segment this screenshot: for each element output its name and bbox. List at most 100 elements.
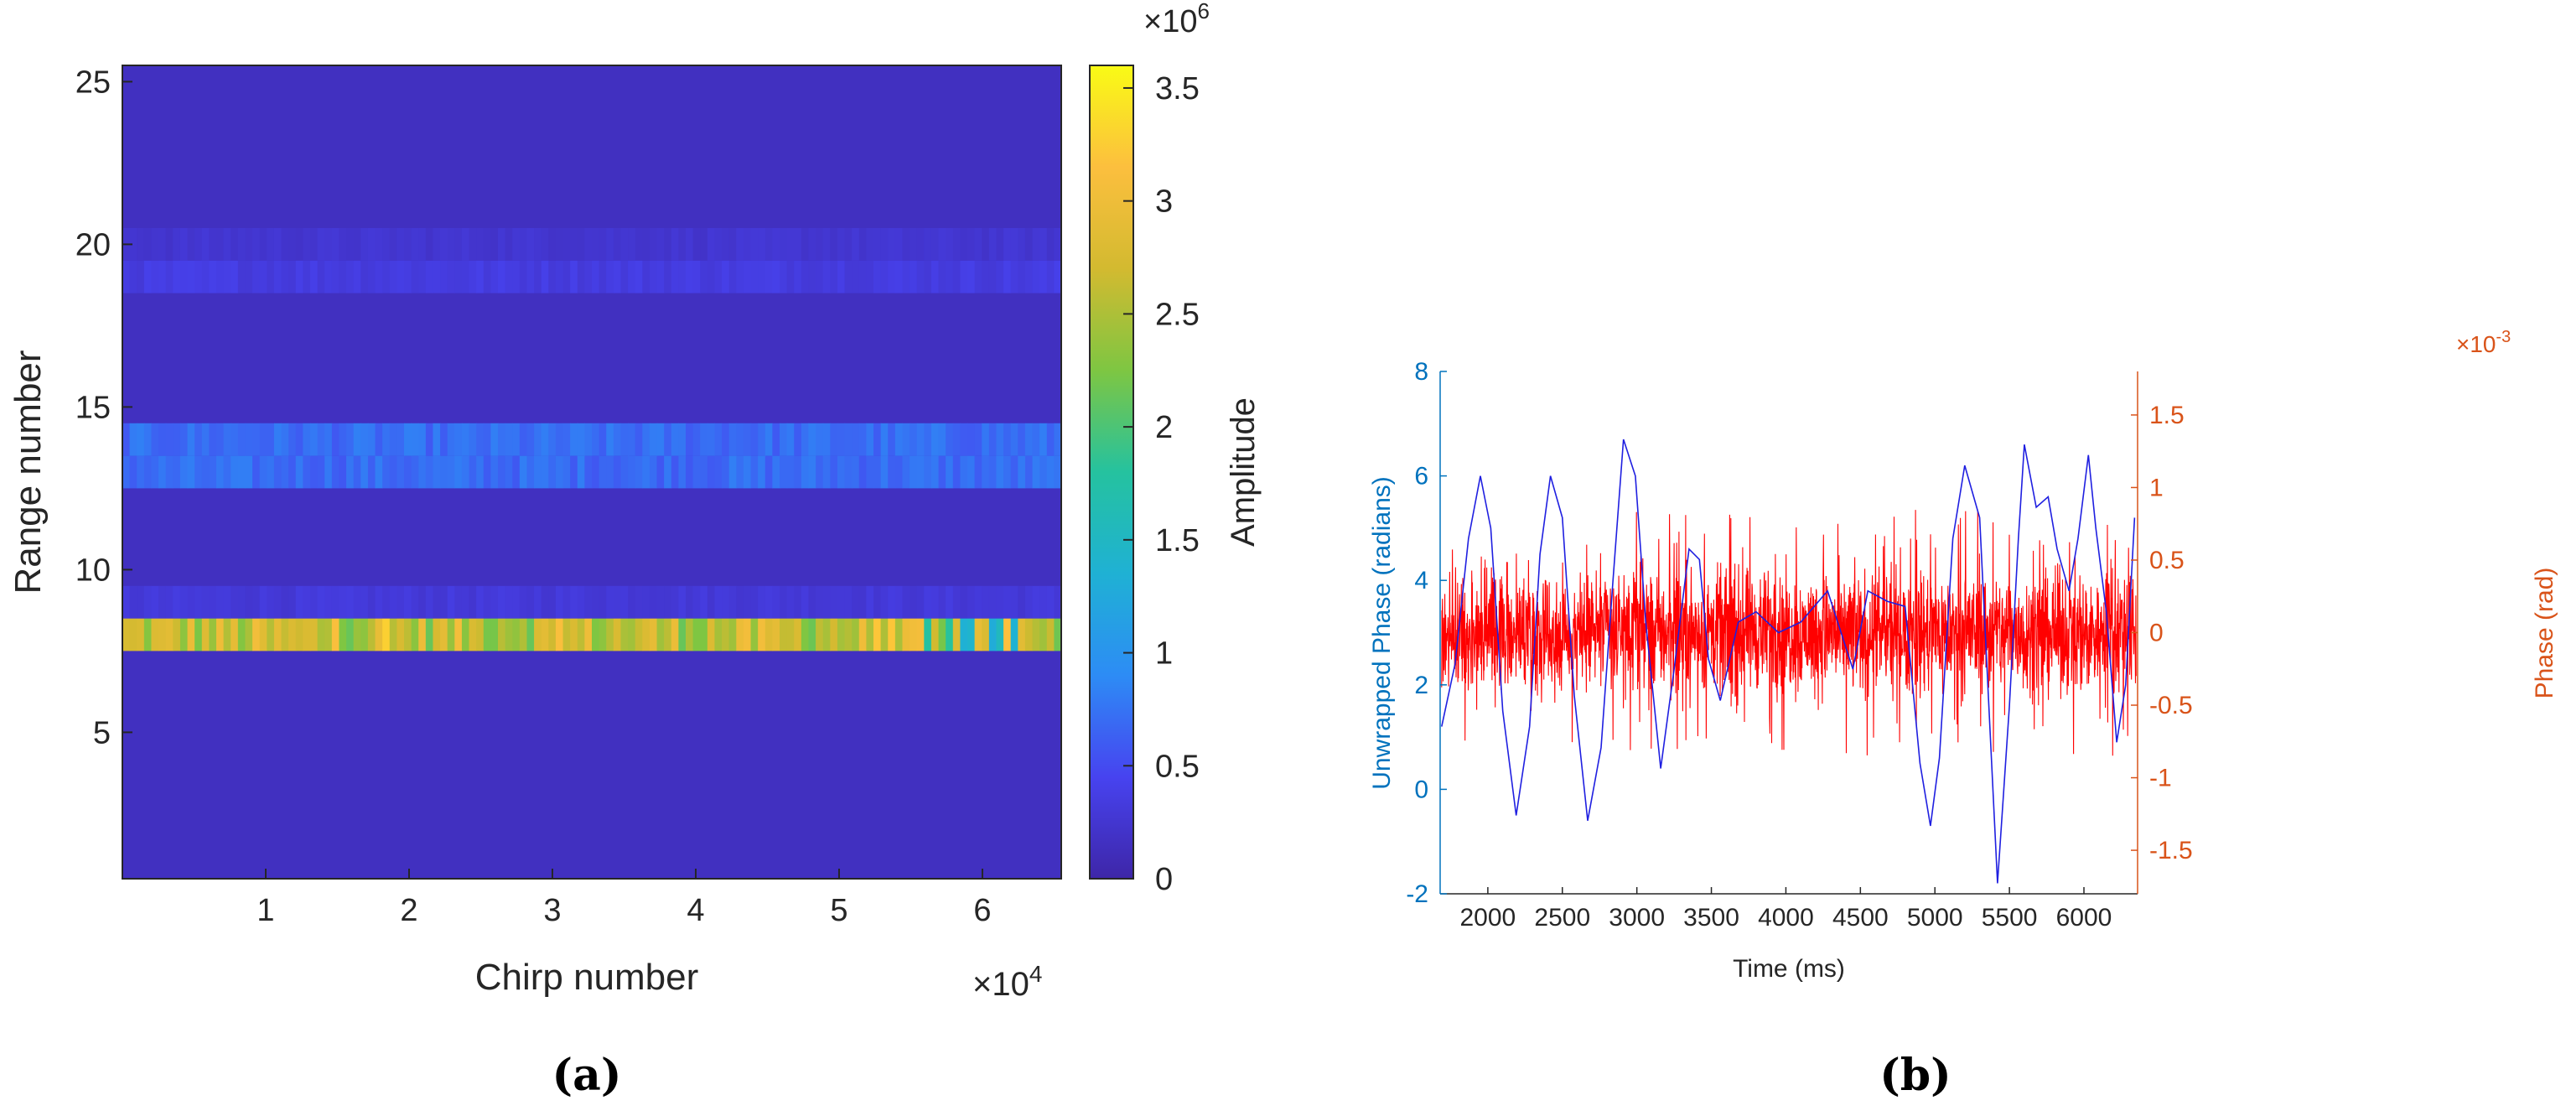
heatmap-cell bbox=[722, 455, 730, 489]
heatmap-cell bbox=[1054, 585, 1062, 619]
heatmap-cell bbox=[837, 260, 846, 293]
heatmap-cell bbox=[930, 585, 940, 619]
heatmap-cell bbox=[281, 260, 289, 293]
heatmap-cell bbox=[866, 455, 874, 489]
heatmap-cell bbox=[237, 585, 246, 619]
heatmap-cell bbox=[526, 423, 535, 456]
heatmap-cell bbox=[237, 228, 246, 261]
heatmap-cell bbox=[461, 618, 470, 651]
heatmap-cell bbox=[736, 260, 744, 293]
heatmap-cell bbox=[930, 455, 940, 489]
heatmap-cell bbox=[231, 585, 239, 619]
heatmap-cell bbox=[728, 585, 737, 619]
heatmap-cell bbox=[303, 618, 311, 651]
heatmap-cell bbox=[1032, 455, 1040, 489]
heatmap-cell bbox=[894, 585, 904, 619]
line-x-tick-label: 5000 bbox=[1907, 904, 1963, 932]
heatmap-cell bbox=[894, 260, 904, 293]
colorbar-tick-label: 1.5 bbox=[1155, 523, 1200, 558]
heatmap-cell bbox=[404, 618, 412, 651]
heatmap-cell bbox=[599, 423, 607, 456]
heatmap-cell bbox=[635, 585, 643, 619]
heatmap-cell bbox=[830, 423, 838, 456]
heatmap-cell bbox=[938, 260, 946, 293]
heatmap-cell bbox=[252, 260, 261, 293]
heatmap-cell bbox=[209, 260, 217, 293]
heatmap-cell bbox=[924, 585, 932, 619]
heatmap-cell bbox=[671, 228, 679, 261]
heatmap-cell bbox=[526, 618, 535, 651]
heatmap-cell bbox=[671, 423, 679, 456]
heatmap-cell bbox=[844, 423, 853, 456]
heatmap-cell bbox=[808, 423, 816, 456]
heatmap-cell bbox=[592, 260, 600, 293]
heatmap-cell bbox=[628, 423, 636, 456]
line-left-tick-label: 4 bbox=[1414, 567, 1428, 594]
heatmap-cell bbox=[873, 228, 882, 261]
heatmap-cell bbox=[519, 618, 528, 651]
heatmap-cell bbox=[577, 260, 585, 293]
colorbar-tick-label: 0 bbox=[1155, 862, 1173, 897]
heatmap-cell bbox=[982, 260, 990, 293]
heatmap-cell bbox=[382, 228, 391, 261]
heatmap-image bbox=[122, 65, 1062, 879]
heatmap-cell bbox=[1003, 260, 1012, 293]
heatmap-cell bbox=[425, 455, 434, 489]
heatmap-cell bbox=[237, 618, 246, 651]
heatmap-cell bbox=[295, 585, 303, 619]
heatmap-cell bbox=[822, 423, 831, 456]
heatmap-cell bbox=[541, 260, 549, 293]
heatmap-cell bbox=[411, 618, 419, 651]
heatmap-cell bbox=[780, 585, 788, 619]
heatmap-cell bbox=[375, 260, 383, 293]
heatmap-cell bbox=[173, 260, 181, 293]
heatmap-cell bbox=[758, 618, 766, 651]
heatmap-cell bbox=[765, 618, 773, 651]
heatmap-cell bbox=[816, 455, 824, 489]
heatmap-cell bbox=[656, 260, 665, 293]
heatmap-cell bbox=[137, 423, 145, 456]
heatmap-cell bbox=[656, 228, 665, 261]
heatmap-cell bbox=[830, 260, 838, 293]
heatmap-cell bbox=[801, 423, 810, 456]
heatmap-cell bbox=[179, 585, 189, 619]
heatmap-cell bbox=[671, 618, 679, 651]
heatmap-cell bbox=[461, 260, 470, 293]
line-x-tick-label: 4000 bbox=[1758, 904, 1814, 932]
heatmap-cell bbox=[447, 618, 455, 651]
heatmap-cell bbox=[498, 455, 506, 489]
heatmap-cell bbox=[548, 260, 557, 293]
heatmap-cell bbox=[425, 618, 434, 651]
heatmap-cell bbox=[888, 260, 896, 293]
heatmap-cell bbox=[692, 423, 701, 456]
heatmap-cell bbox=[382, 618, 391, 651]
heatmap-cell bbox=[880, 260, 889, 293]
heatmap-cell bbox=[382, 585, 391, 619]
heatmap-cell bbox=[584, 455, 593, 489]
heatmap-cell bbox=[512, 618, 521, 651]
heatmap-cell bbox=[317, 585, 325, 619]
heatmap-cell bbox=[324, 455, 333, 489]
heatmap-cell bbox=[165, 423, 174, 456]
heatmap-x-tick-label: 1 bbox=[257, 893, 274, 928]
heatmap-cell bbox=[613, 455, 622, 489]
heatmap-cell bbox=[794, 585, 802, 619]
heatmap-cell bbox=[974, 228, 982, 261]
heatmap-cell bbox=[743, 423, 752, 456]
heatmap-cell bbox=[780, 618, 788, 651]
heatmap-cell bbox=[946, 228, 954, 261]
heatmap-cell bbox=[165, 455, 174, 489]
heatmap-cell bbox=[628, 260, 636, 293]
heatmap-cell bbox=[866, 228, 874, 261]
heatmap-cell bbox=[714, 228, 723, 261]
heatmap-cell bbox=[476, 618, 485, 651]
heatmap-cell bbox=[967, 585, 976, 619]
heatmap-cell bbox=[714, 618, 723, 651]
heatmap-cell bbox=[570, 260, 578, 293]
heatmap-cell bbox=[505, 228, 513, 261]
heatmap-cell bbox=[324, 585, 333, 619]
heatmap-cell bbox=[786, 455, 795, 489]
heatmap-cell bbox=[635, 423, 643, 456]
heatmap-cell bbox=[223, 585, 231, 619]
heatmap-cell bbox=[526, 228, 535, 261]
